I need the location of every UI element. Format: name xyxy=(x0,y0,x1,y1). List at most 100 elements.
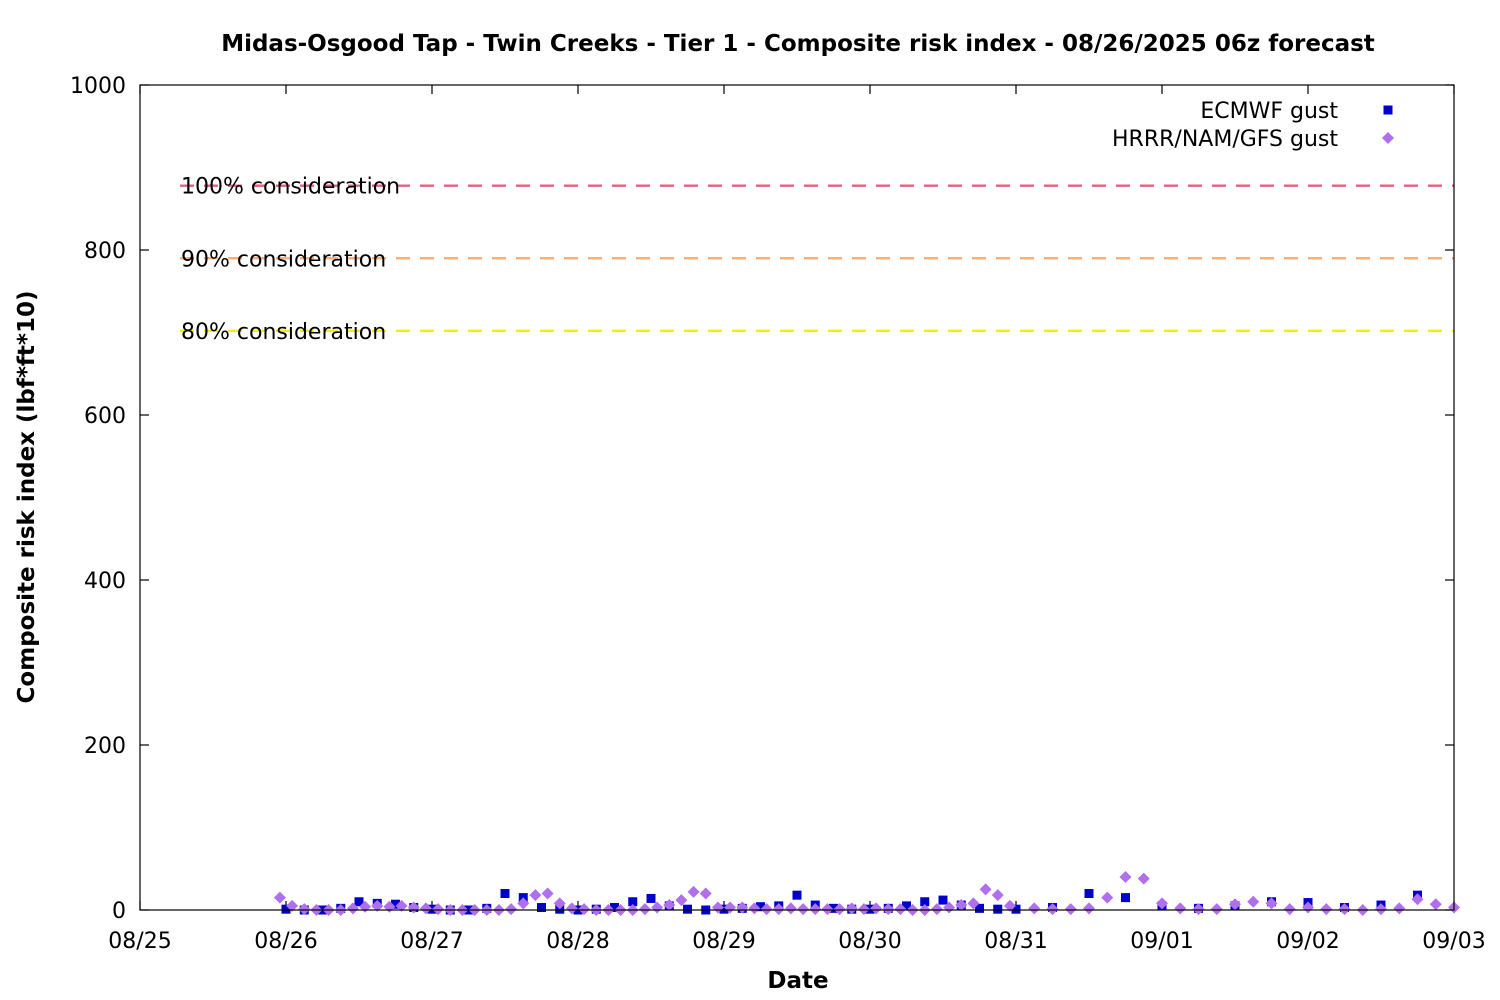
hrrr-point xyxy=(760,903,773,916)
hrrr-point xyxy=(845,902,858,915)
legend: ECMWF gust HRRR/NAM/GFS gust xyxy=(1112,99,1394,152)
y-tick-label: 600 xyxy=(84,404,126,429)
ecmwf-point xyxy=(500,889,510,898)
x-tick-label: 08/31 xyxy=(984,929,1047,954)
hrrr-point xyxy=(955,899,968,912)
hrrr-point xyxy=(1229,898,1241,911)
hrrr-point xyxy=(1283,903,1296,916)
reference-line-label: 90% consideration xyxy=(181,247,386,272)
hrrr-point xyxy=(1156,897,1168,910)
hrrr-point xyxy=(1046,903,1059,916)
x-tick-label: 08/26 xyxy=(254,929,317,954)
ecmwf-point xyxy=(975,903,984,913)
x-tick-label: 08/28 xyxy=(546,929,609,954)
chart-title: Midas-Osgood Tap - Twin Creeks - Tier 1 … xyxy=(221,31,1375,57)
y-tick-label: 1000 xyxy=(70,74,126,99)
x-axis-title: Date xyxy=(767,968,828,994)
ecmwf-point xyxy=(756,902,765,912)
hrrr-point xyxy=(1101,891,1114,904)
legend-label: ECMWF gust xyxy=(1200,99,1338,124)
hrrr-point xyxy=(1028,902,1041,915)
hrrr-point xyxy=(870,902,883,915)
hrrr-point xyxy=(517,897,530,910)
hrrr-point xyxy=(1375,903,1387,916)
ecmwf-point xyxy=(646,893,656,903)
y-axis-title: Composite risk index (lbf*ft*10) xyxy=(14,291,40,704)
hrrr-point xyxy=(638,903,651,916)
hrrr-point xyxy=(298,903,311,916)
hrrr-point xyxy=(1083,902,1095,915)
x-tick-label: 09/01 xyxy=(1130,929,1193,954)
hrrr-point xyxy=(1119,871,1132,883)
hrrr-point xyxy=(979,883,992,896)
hrrr-point xyxy=(930,903,943,916)
hrrr-point xyxy=(797,903,810,916)
y-tick-label: 0 xyxy=(112,899,126,924)
legend-marker xyxy=(1382,132,1394,144)
ecmwf-point xyxy=(537,903,546,913)
hrrr-point xyxy=(772,903,785,916)
hrrr-point xyxy=(699,887,712,900)
reference-line-label: 80% consideration xyxy=(181,320,386,345)
hrrr-point xyxy=(1137,872,1150,885)
ecmwf-point xyxy=(1084,889,1094,898)
hrrr-point xyxy=(1338,903,1351,916)
ecmwf-point xyxy=(1011,904,1021,914)
hrrr-point xyxy=(1210,903,1223,916)
hrrr-point xyxy=(821,903,834,916)
hrrr-point xyxy=(541,887,554,900)
ecmwf-point xyxy=(391,899,400,909)
hrrr-point xyxy=(529,889,542,902)
y-tick-label: 200 xyxy=(84,734,126,759)
axis-ticks: 08/25 08/26 08/27 08/28 08/29 08/30 08/31 09/01… xyxy=(70,74,1486,954)
hrrr-point xyxy=(371,899,384,912)
x-tick-label: 09/02 xyxy=(1276,929,1339,954)
hrrr-point xyxy=(857,903,870,916)
hrrr-point xyxy=(553,897,566,910)
ecmwf-point xyxy=(993,904,1003,914)
ecmwf-point xyxy=(683,904,692,914)
y-tick-label: 400 xyxy=(84,569,126,594)
hrrr-point xyxy=(687,885,700,898)
hrrr-point xyxy=(991,889,1004,902)
ecmwf-point xyxy=(427,904,437,914)
hrrr-point xyxy=(286,899,299,912)
hrrr-point xyxy=(1174,902,1187,915)
hrrr-point xyxy=(882,903,895,916)
hrrr-point xyxy=(273,891,286,904)
y-tick-label: 800 xyxy=(84,239,126,264)
ecmwf-point xyxy=(719,904,729,914)
ecmwf-point xyxy=(920,897,930,907)
hrrr-point xyxy=(1393,902,1406,915)
hrrr-point xyxy=(1429,898,1442,911)
ecmwf-point xyxy=(1121,893,1130,903)
ecmwf-point xyxy=(938,895,948,905)
ecmwf-point xyxy=(354,897,364,907)
hrrr-point xyxy=(1265,897,1278,910)
hrrr-point xyxy=(894,903,907,916)
hrrr-point xyxy=(809,903,822,916)
hrrr-point xyxy=(675,894,688,907)
hrrr-point xyxy=(346,902,359,915)
ecmwf-point xyxy=(628,897,638,907)
hrrr-point xyxy=(505,903,518,916)
plot-frame xyxy=(139,84,1455,911)
hrrr-point xyxy=(578,903,591,916)
hrrr-point xyxy=(1192,903,1205,916)
hrrr-point xyxy=(395,899,408,912)
ecmwf-point xyxy=(902,901,911,911)
x-tick-label: 09/03 xyxy=(1422,929,1485,954)
ecmwf-point xyxy=(792,890,802,900)
hrrr-point xyxy=(663,899,676,912)
hrrr-point xyxy=(432,903,445,916)
legend-label: HRRR/NAM/GFS gust xyxy=(1112,127,1338,152)
ecmwf-point xyxy=(829,903,838,913)
hrrr-point xyxy=(1064,903,1077,916)
hrrr-point xyxy=(1003,899,1016,912)
hrrr-point xyxy=(1411,893,1424,906)
x-tick-label: 08/27 xyxy=(400,929,463,954)
hrrr-point xyxy=(1320,903,1333,916)
x-tick-label: 08/25 xyxy=(108,929,171,954)
